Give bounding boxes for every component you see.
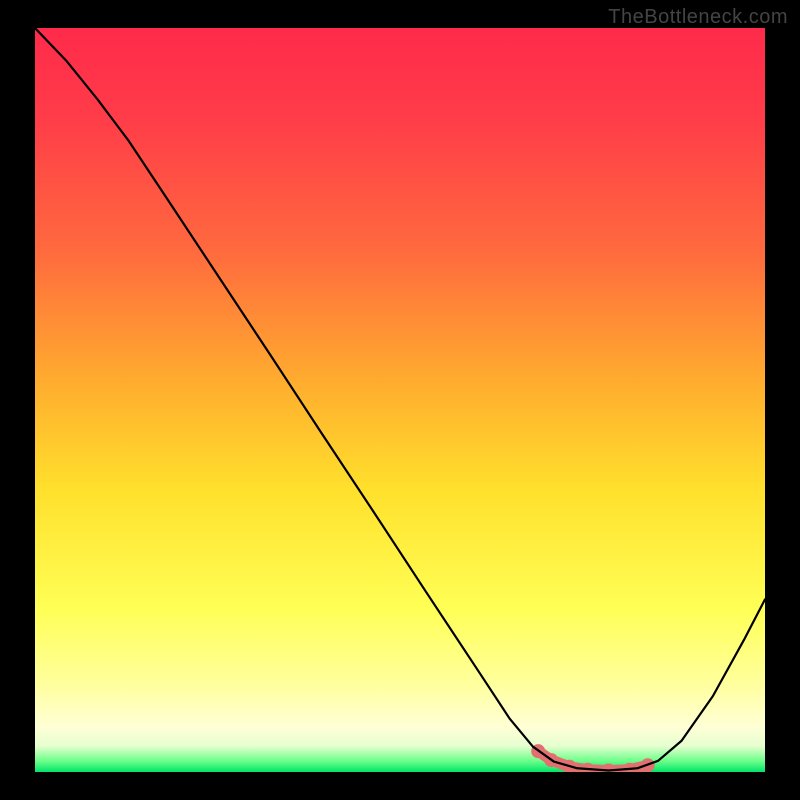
plot-background-gradient [35, 28, 765, 772]
bottleneck-curve-chart [0, 0, 800, 800]
chart-container [0, 0, 800, 800]
watermark-text: TheBottleneck.com [608, 6, 788, 29]
